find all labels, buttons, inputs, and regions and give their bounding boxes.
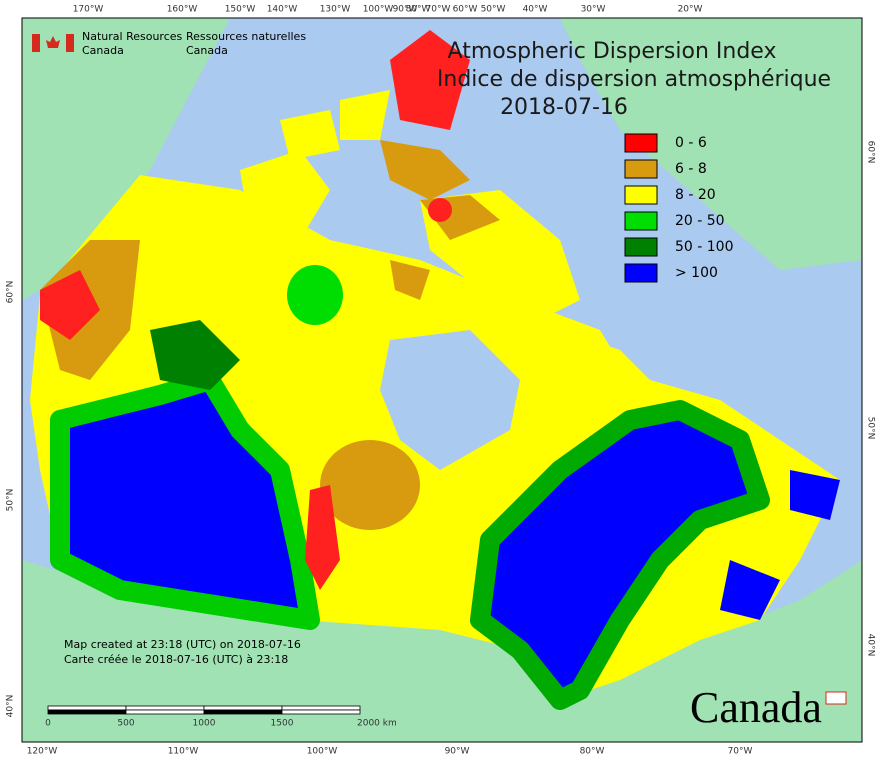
graticule-label: 140°W xyxy=(267,5,298,15)
graticule-label: 90°W xyxy=(393,5,418,15)
scale-segment xyxy=(47,709,127,715)
graticule-label: 80°W xyxy=(580,747,605,757)
hudson-bay xyxy=(380,330,520,470)
west-high xyxy=(50,370,320,630)
graticule-label: 110°W xyxy=(168,747,199,757)
alaska xyxy=(22,18,230,300)
agency-fr: Ressources naturelles xyxy=(186,30,306,43)
legend-swatch xyxy=(624,263,658,283)
graticule-label: 50°W xyxy=(481,5,506,15)
flag-logo xyxy=(32,34,74,52)
graticule-label: 50°N xyxy=(6,489,16,512)
greenland xyxy=(560,18,862,270)
scale-segment xyxy=(203,709,283,715)
graticule-label: 60°W xyxy=(453,5,478,15)
scale-segment xyxy=(125,709,205,715)
legend-swatch xyxy=(624,237,658,257)
scale-label: 1500 xyxy=(271,719,294,729)
legend-swatch xyxy=(624,185,658,205)
flag-band xyxy=(66,34,74,52)
graticule-label: 60°N xyxy=(866,141,876,164)
frame xyxy=(21,17,863,743)
credit: Carte créée le 2018-07-16 (UTC) à 23:18 xyxy=(64,653,288,666)
baffin-low xyxy=(428,198,452,222)
credit: Map created at 23:18 (UTC) on 2018-07-16 xyxy=(64,638,301,651)
flag-leaf xyxy=(46,36,60,48)
graticule-label: 100°W xyxy=(307,747,338,757)
map-body xyxy=(22,18,862,742)
agency-fr: Canada xyxy=(186,44,228,57)
graticule-label: 20°W xyxy=(678,5,703,15)
legend-swatch xyxy=(624,211,658,231)
agency-en: Canada xyxy=(82,44,124,57)
legend-label: 6 - 8 xyxy=(675,161,707,177)
legend-label: 0 - 6 xyxy=(675,135,707,151)
legend-label: > 100 xyxy=(675,265,718,281)
graticule-label: 60°N xyxy=(6,281,16,304)
prairie-low xyxy=(305,485,340,590)
scale-segment xyxy=(47,705,127,711)
scale-label: 1000 xyxy=(193,719,216,729)
graticule-label: 40°W xyxy=(523,5,548,15)
legend-label: 50 - 100 xyxy=(675,239,734,255)
graticule-label: 160°W xyxy=(167,5,198,15)
ellesmere-low xyxy=(390,30,470,130)
scale-segment xyxy=(125,705,205,711)
legend-label: 8 - 20 xyxy=(675,187,716,203)
graticule-label: 70°W xyxy=(426,5,451,15)
graticule-label: 90°W xyxy=(445,747,470,757)
west-very-good xyxy=(150,320,240,390)
graticule-label: 80°W xyxy=(406,5,431,15)
graticule-label: 50°N xyxy=(866,417,876,440)
subtitle: Indice de dispersion atmosphérique xyxy=(437,67,831,92)
east-high xyxy=(470,400,770,710)
title: Atmospheric Dispersion Index xyxy=(448,39,777,64)
flag-band xyxy=(32,34,40,52)
scale-segment xyxy=(281,705,361,711)
graticule-label: 30°W xyxy=(581,5,606,15)
prairie-moderate xyxy=(320,440,420,530)
wordmark-flag xyxy=(825,691,847,705)
legend-swatch xyxy=(624,159,658,179)
arctic-islands xyxy=(240,90,630,430)
scale-label: 2000 km xyxy=(357,719,397,729)
yukon-low xyxy=(40,270,100,340)
graticule-label: 120°W xyxy=(27,747,58,757)
graticule-label: 70°W xyxy=(728,747,753,757)
usa xyxy=(22,560,862,742)
graticule-label: 170°W xyxy=(73,5,104,15)
scale-segment xyxy=(281,709,361,715)
graticule-label: 40°N xyxy=(6,695,16,718)
scale-label: 500 xyxy=(117,719,134,729)
date: 2018-07-16 xyxy=(500,95,628,120)
scale-segment xyxy=(203,705,283,711)
atlantic-high xyxy=(720,470,840,620)
wordmark: Canada xyxy=(690,683,822,732)
graticule-label: 40°N xyxy=(866,634,876,657)
agency-en: Natural Resources xyxy=(82,30,183,43)
nwt-green xyxy=(287,265,343,325)
graticule-label: 130°W xyxy=(320,5,351,15)
legend-swatch xyxy=(624,133,658,153)
graticule-label: 100°W xyxy=(363,5,394,15)
legend-label: 20 - 50 xyxy=(675,213,725,229)
graticule-label: 150°W xyxy=(225,5,256,15)
scale-label: 0 xyxy=(45,719,51,729)
